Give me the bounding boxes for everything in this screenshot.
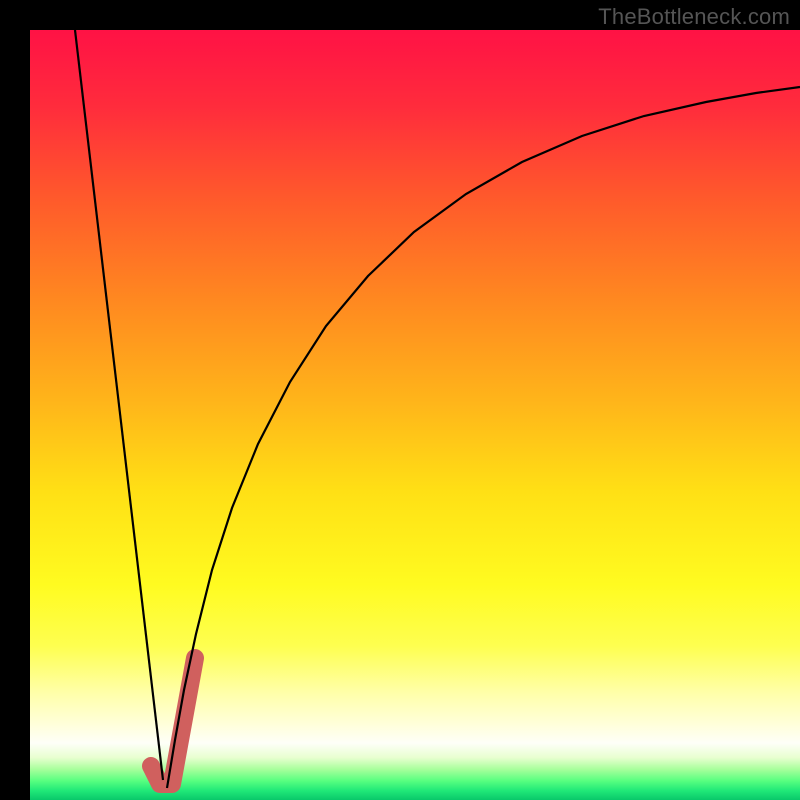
chart-svg	[0, 0, 800, 800]
chart-container: TheBottleneck.com	[0, 0, 800, 800]
watermark-text: TheBottleneck.com	[598, 4, 790, 30]
plot-gradient-background	[30, 30, 800, 800]
